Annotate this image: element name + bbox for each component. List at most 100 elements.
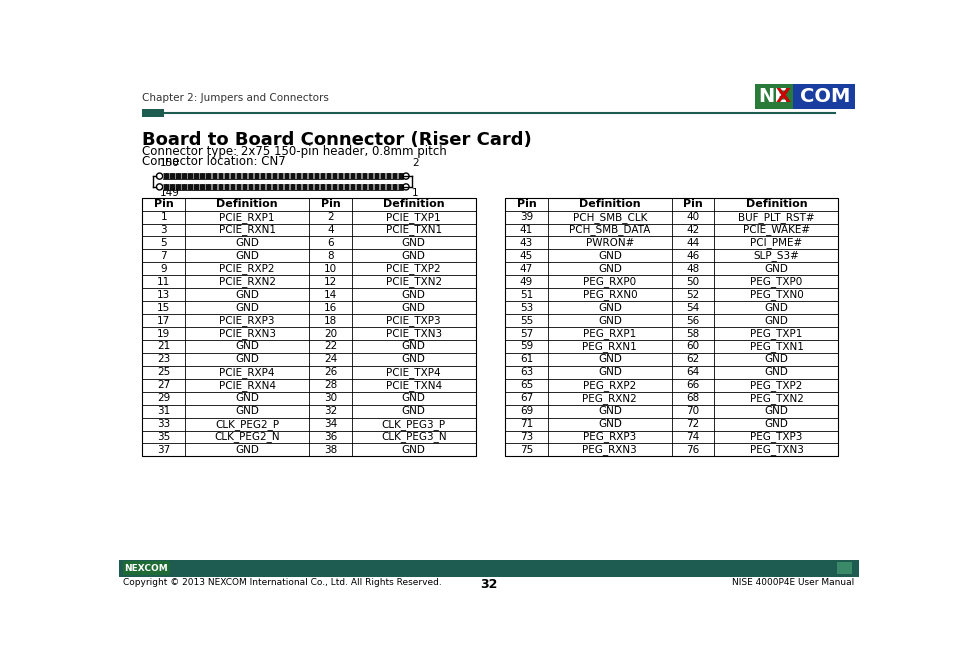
Bar [339,173,341,179]
Bar [268,173,270,179]
Text: 74: 74 [686,432,700,442]
Text: Connector type: 2x75 150-pin header, 0.8mm pitch: Connector type: 2x75 150-pin header, 0.8… [142,145,447,159]
Text: PCIE_TXP1: PCIE_TXP1 [386,212,440,222]
Bar [229,173,231,179]
Text: 40: 40 [686,212,699,222]
Text: PEG_TXN2: PEG_TXN2 [749,392,802,404]
Text: 150: 150 [159,159,179,169]
Bar [274,173,275,179]
Bar [282,184,284,190]
Text: PCIE_RXP3: PCIE_RXP3 [219,315,274,326]
Bar [240,173,242,179]
Text: GND: GND [763,419,787,429]
Text: GND: GND [763,264,787,274]
Bar [391,173,393,179]
Text: 72: 72 [686,419,700,429]
Bar [363,173,365,179]
Bar [208,184,210,190]
Bar [229,184,231,190]
Text: 42: 42 [686,225,700,235]
Bar [334,184,335,190]
Bar [331,173,333,179]
Bar [198,184,200,190]
Text: 69: 69 [519,406,533,416]
Text: PCIE_RXN4: PCIE_RXN4 [218,380,275,390]
Bar [286,173,287,179]
Bar [378,173,380,179]
Text: 7: 7 [160,251,167,261]
Text: BUF_PLT_RST#: BUF_PLT_RST# [738,212,814,222]
Bar [184,184,185,190]
Text: 16: 16 [323,302,336,312]
Text: 33: 33 [157,419,171,429]
Text: 38: 38 [323,445,336,455]
Text: PCIE_TXN2: PCIE_TXN2 [385,276,441,287]
Bar [289,184,291,190]
Text: Definition: Definition [382,199,444,209]
Bar [222,184,224,190]
Text: 149: 149 [159,188,179,198]
Bar [232,184,233,190]
Bar [331,184,333,190]
Bar [300,173,302,179]
Bar [388,184,389,190]
Bar [352,173,354,179]
Bar [297,173,299,179]
Text: 2: 2 [412,159,418,169]
Text: PEG_RXN0: PEG_RXN0 [582,289,637,300]
Bar [505,198,838,456]
Text: 14: 14 [323,290,336,300]
Text: GND: GND [598,406,621,416]
Text: PCIE_TXN3: PCIE_TXN3 [385,328,441,339]
Text: 46: 46 [686,251,700,261]
Bar [180,173,182,179]
Text: 1: 1 [412,188,418,198]
Text: 34: 34 [323,419,336,429]
Bar [318,184,320,190]
Text: PCIE_TXP2: PCIE_TXP2 [386,263,440,274]
Text: 8: 8 [327,251,334,261]
Bar [294,184,296,190]
Text: 63: 63 [519,368,533,377]
Text: 9: 9 [160,264,167,274]
Text: Definition: Definition [578,199,640,209]
Text: Pin: Pin [517,199,536,209]
Bar [286,184,287,190]
Text: 55: 55 [519,316,533,325]
Bar [169,184,171,190]
Bar [336,184,338,190]
Bar [162,173,164,179]
Text: 47: 47 [519,264,533,274]
Bar [339,184,341,190]
Text: 48: 48 [686,264,700,274]
Bar [360,184,362,190]
Bar [142,109,164,117]
Bar [274,184,275,190]
Bar [355,184,356,190]
Text: PCI_PME#: PCI_PME# [750,237,801,249]
Bar [292,173,294,179]
Text: PCIE_RXP1: PCIE_RXP1 [219,212,274,222]
Bar [399,184,401,190]
Text: 58: 58 [686,329,700,339]
Bar [307,184,308,190]
Bar [793,85,855,109]
Text: GND: GND [598,264,621,274]
Text: 66: 66 [686,380,700,390]
Bar [172,184,173,190]
Text: PEG_TXP3: PEG_TXP3 [749,431,801,442]
Text: GND: GND [598,302,621,312]
Bar [162,184,402,190]
Bar [190,173,192,179]
Text: 20: 20 [323,329,336,339]
Bar [255,184,257,190]
Text: CLK_PEG2_N: CLK_PEG2_N [214,431,279,442]
Text: PEG_RXN2: PEG_RXN2 [582,392,637,404]
Text: 18: 18 [323,316,336,325]
Bar [357,173,359,179]
Text: 59: 59 [519,341,533,351]
Bar [754,85,793,109]
Bar [247,184,249,190]
Text: Pin: Pin [153,199,173,209]
Bar [237,173,239,179]
